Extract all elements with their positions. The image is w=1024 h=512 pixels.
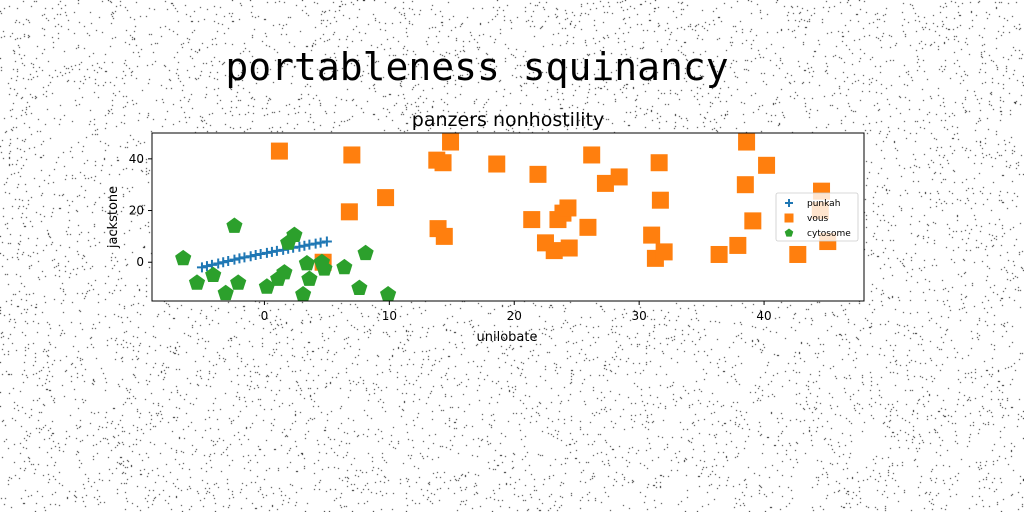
punkah-point [304, 239, 315, 250]
punkah-point [271, 245, 282, 256]
cytosome-point [357, 244, 374, 261]
vous-point [655, 243, 673, 261]
punkah-point [213, 258, 224, 269]
vous-point [343, 146, 361, 164]
punkah-legend-label: punkah [807, 199, 840, 209]
cytosome-point [295, 286, 312, 302]
plot-frame [151, 132, 865, 302]
x-tick-label: 20 [507, 309, 522, 323]
cytosome-point [276, 264, 293, 280]
y-axis-ticks: 0 20 40 [129, 152, 152, 269]
vous-point [583, 146, 601, 164]
legend: punkah vous cytosome [775, 192, 859, 242]
cytosome-point [351, 279, 368, 295]
punkah-legend-marker [785, 199, 793, 207]
vous-point [789, 245, 807, 263]
x-tick-label: 10 [382, 309, 397, 323]
cytosome-point [226, 217, 243, 233]
vous-legend-marker [784, 213, 794, 223]
vous-point [729, 236, 747, 254]
cytosome-point [205, 266, 222, 282]
vous-point [736, 176, 754, 194]
vous-point [340, 203, 358, 221]
x-tick-label: 40 [756, 309, 771, 323]
cytosome-point [301, 270, 318, 286]
vous-point [270, 142, 288, 160]
vous-point [529, 165, 547, 183]
cytosome-legend-label: cytosome [807, 229, 851, 239]
vous-point [377, 189, 395, 207]
punkah-point [234, 253, 245, 264]
y-tick-label: 40 [129, 152, 144, 166]
vous-point [434, 154, 452, 172]
punkah-point [315, 237, 326, 248]
cytosome-series [175, 217, 397, 302]
figure-suptitle: portableness squinancy [225, 45, 728, 89]
punkah-point [250, 249, 261, 260]
punkah-point [218, 257, 229, 268]
punkah-point [239, 252, 250, 263]
x-tick-label: 0 [261, 309, 269, 323]
x-tick-label: 30 [632, 309, 647, 323]
vous-point [435, 227, 453, 245]
vous-point [710, 245, 728, 263]
cytosome-point [188, 274, 206, 290]
vous-point [488, 155, 506, 173]
vous-point [643, 226, 661, 244]
vous-series [270, 133, 837, 271]
legend-box [775, 192, 859, 242]
vous-point [651, 191, 669, 209]
cytosome-point [316, 260, 333, 276]
vous-point [596, 174, 614, 192]
cytosome-point [175, 249, 192, 266]
x-axis-label: unilobate [477, 330, 538, 345]
chart-title: panzers nonhostility [412, 109, 604, 131]
punkah-point [229, 254, 240, 265]
punkah-point [299, 240, 310, 251]
cytosome-point [217, 284, 234, 301]
data-points [175, 133, 837, 302]
vous-point [650, 154, 668, 172]
vous-point [738, 133, 756, 151]
vous-point [523, 211, 541, 229]
vous-point [579, 218, 597, 236]
punkah-point [261, 247, 272, 258]
punkah-point [321, 236, 332, 247]
cytosome-point [286, 226, 303, 242]
punkah-point [266, 246, 277, 257]
punkah-point [223, 255, 234, 266]
vous-point [442, 133, 460, 151]
vous-point [610, 168, 628, 186]
cytosome-point [230, 274, 247, 290]
y-axis-label: jackstone [106, 186, 121, 249]
cytosome-point [298, 255, 315, 271]
punkah-point [201, 261, 212, 272]
vous-point [559, 199, 577, 217]
cytosome-point [258, 278, 275, 294]
punkah-point [294, 241, 305, 252]
punkah-point [255, 248, 266, 259]
cytosome-point [380, 286, 397, 302]
punkah-point [196, 262, 207, 273]
y-tick-label: 20 [129, 204, 144, 218]
vous-point [758, 156, 776, 174]
vous-point [545, 242, 563, 260]
vous-point [560, 239, 578, 257]
cytosome-legend-marker [784, 228, 794, 237]
punkah-point [245, 251, 256, 262]
vous-legend-label: vous [807, 214, 829, 224]
punkah-point [310, 238, 321, 249]
x-axis-ticks: 0 10 20 30 40 [261, 301, 772, 323]
cytosome-point [336, 258, 353, 275]
vous-point [744, 212, 762, 230]
y-tick-label: 0 [136, 255, 144, 269]
